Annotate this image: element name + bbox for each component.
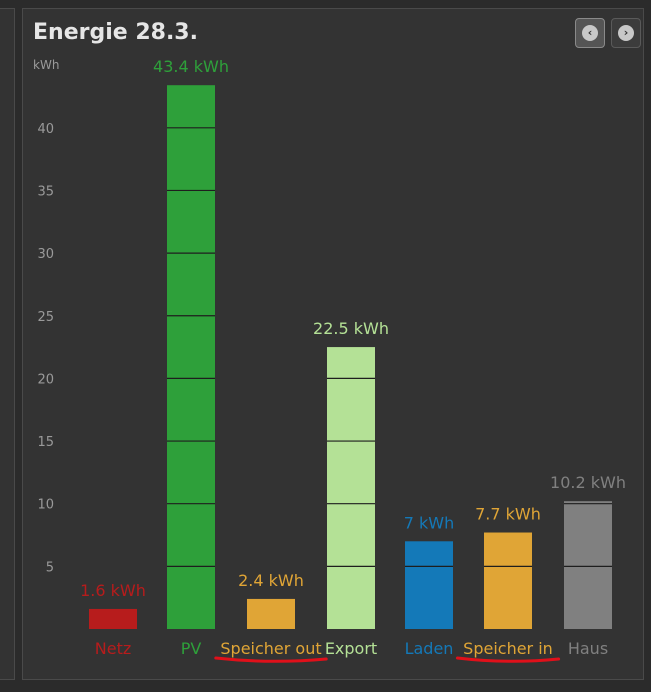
bar-value-label: 10.2 kWh	[550, 473, 626, 492]
bar	[484, 532, 532, 629]
category-label: PV	[181, 639, 202, 658]
bar-value-label: 7.7 kWh	[475, 505, 541, 524]
y-tick-label: 25	[37, 310, 54, 325]
bar	[564, 501, 612, 629]
bar-value-label: 1.6 kWh	[80, 581, 146, 600]
y-tick-label: 10	[37, 498, 54, 513]
bar-value-label: 7 kWh	[404, 513, 455, 532]
bar	[167, 85, 215, 629]
category-label: Speicher out	[220, 639, 321, 658]
bar	[327, 347, 375, 629]
category-label: Speicher in	[463, 639, 553, 658]
y-tick-label: 40	[37, 122, 54, 137]
y-tick-label: 15	[37, 435, 54, 450]
category-label: Haus	[568, 639, 608, 658]
chart-title: Energie 28.3.	[33, 20, 198, 45]
red-underline-annotation	[214, 656, 328, 663]
y-axis-unit-label: kWh	[33, 58, 59, 72]
y-tick-label: 20	[37, 372, 54, 387]
bar	[405, 541, 453, 629]
category-label: Netz	[95, 639, 131, 658]
next-day-button[interactable]: ›	[611, 18, 641, 48]
chevron-left-icon: ‹	[582, 25, 598, 41]
bar-value-label: 2.4 kWh	[238, 571, 304, 590]
chevron-right-icon: ›	[618, 25, 634, 41]
category-label: Export	[325, 639, 377, 658]
bar-value-label: 43.4 kWh	[153, 57, 229, 76]
y-tick-label: 35	[37, 184, 54, 199]
y-tick-label: 5	[46, 560, 54, 575]
bottom-strip	[0, 684, 651, 692]
bar	[247, 598, 295, 629]
bar	[89, 608, 137, 629]
bar-value-label: 22.5 kWh	[313, 319, 389, 338]
y-tick-label: 30	[37, 247, 54, 262]
prev-day-button[interactable]: ‹	[575, 18, 605, 48]
red-underline-annotation	[455, 656, 561, 663]
left-panel-edge	[0, 8, 15, 680]
category-label: Laden	[405, 639, 454, 658]
